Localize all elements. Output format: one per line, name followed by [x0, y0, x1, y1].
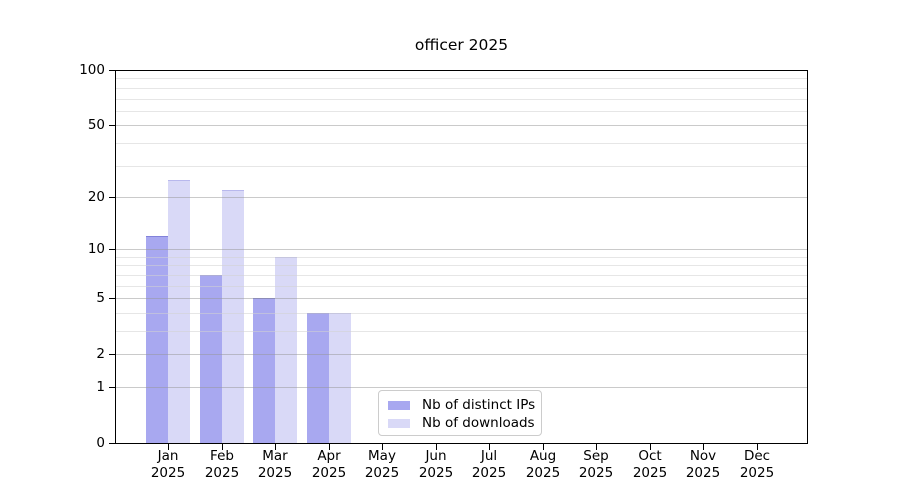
minor-gridline	[115, 110, 808, 112]
minor-gridline	[115, 312, 808, 314]
major-gridline	[115, 125, 808, 127]
x-axis-tick	[650, 444, 651, 450]
y-axis-tick	[109, 125, 115, 126]
x-axis-tick	[543, 444, 544, 450]
y-axis-tick	[109, 197, 115, 198]
major-gridline	[115, 70, 808, 71]
bar-downloads-jan	[168, 180, 190, 444]
y-axis-label: 20	[87, 189, 105, 205]
x-axis-label: Mar 2025	[257, 448, 293, 481]
legend-label-distinct-ips: Nb of distinct IPs	[422, 397, 536, 413]
legend-swatch-downloads	[388, 418, 410, 428]
x-axis-label: Aug 2025	[525, 448, 561, 481]
x-axis-tick	[382, 444, 383, 450]
bar-distinct-ips-jan	[146, 236, 168, 444]
major-gridline	[115, 387, 808, 388]
x-axis-label: Feb 2025	[204, 448, 240, 481]
x-axis-tick	[329, 444, 330, 450]
x-axis-tick	[703, 444, 704, 450]
major-gridline	[115, 298, 808, 300]
x-axis-tick	[489, 444, 490, 450]
minor-gridline	[115, 256, 808, 258]
y-axis-tick	[109, 387, 115, 388]
minor-gridline	[115, 331, 808, 332]
minor-gridline	[115, 142, 808, 144]
plot-area	[115, 70, 808, 444]
y-axis-tick	[109, 298, 115, 299]
y-axis-label: 10	[87, 241, 105, 257]
legend: Nb of distinct IPs Nb of downloads	[378, 390, 542, 436]
x-axis-label: May 2025	[364, 448, 400, 481]
x-axis-label: Jul 2025	[471, 448, 507, 481]
chart-title: officer 2025	[414, 36, 509, 54]
bar-distinct-ips-mar	[253, 298, 276, 444]
x-axis-label: Dec 2025	[739, 448, 775, 481]
bar-distinct-ips-feb	[199, 275, 222, 444]
minor-gridline	[115, 274, 808, 276]
y-axis-tick	[109, 354, 115, 355]
legend-label-downloads: Nb of downloads	[422, 415, 535, 431]
y-axis-label: 50	[87, 117, 105, 133]
legend-swatch-distinct-ips	[388, 400, 410, 410]
minor-gridline	[115, 165, 808, 167]
legend-item-distinct-ips: Nb of distinct IPs	[388, 396, 536, 414]
bar-downloads-feb	[221, 190, 244, 444]
x-axis-tick	[596, 444, 597, 450]
minor-gridline	[115, 78, 808, 80]
x-axis-tick	[757, 444, 758, 450]
y-axis-tick	[109, 70, 115, 71]
x-axis-tick	[222, 444, 223, 450]
y-axis-label: 0	[96, 435, 105, 451]
major-gridline	[115, 354, 808, 356]
x-axis-label: Jan 2025	[150, 448, 186, 481]
y-axis-label: 1	[96, 379, 105, 395]
y-axis-label: 100	[79, 62, 105, 78]
x-axis-label: Sep 2025	[578, 448, 614, 481]
minor-gridline	[115, 87, 808, 89]
x-axis-label: Jun 2025	[418, 448, 454, 481]
minor-gridline	[115, 98, 808, 100]
major-gridline	[115, 249, 808, 251]
minor-gridline	[115, 285, 808, 287]
x-axis-label: Apr 2025	[311, 448, 347, 481]
major-gridline	[115, 196, 808, 198]
y-axis-tick	[109, 443, 115, 444]
x-axis-tick	[168, 444, 169, 450]
y-axis-label: 2	[96, 346, 105, 362]
y-axis-label: 5	[96, 290, 105, 306]
x-axis-tick	[436, 444, 437, 450]
x-axis-label: Oct 2025	[632, 448, 668, 481]
bar-distinct-ips-apr	[306, 313, 329, 444]
x-axis-tick	[275, 444, 276, 450]
y-axis-tick	[109, 249, 115, 250]
minor-gridline	[115, 265, 808, 267]
x-axis-label: Nov 2025	[685, 448, 721, 481]
bar-downloads-apr	[328, 313, 351, 444]
legend-item-downloads: Nb of downloads	[388, 414, 535, 432]
